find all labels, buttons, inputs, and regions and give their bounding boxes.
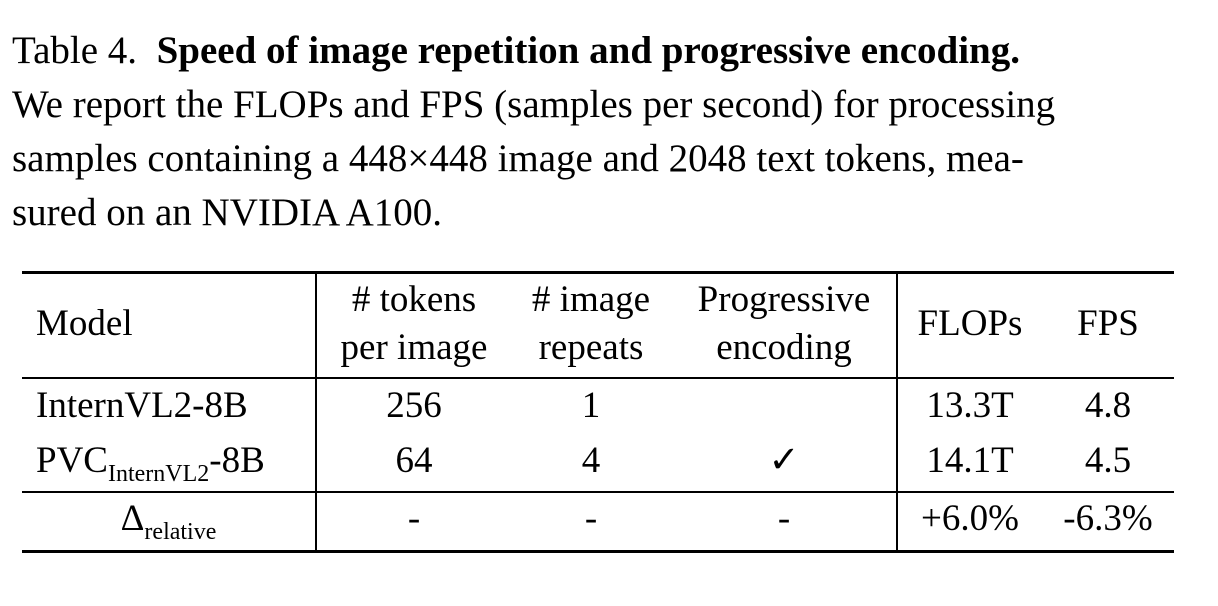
- header-progressive-line1: Progressive: [697, 279, 871, 320]
- row-repeats: 4: [581, 440, 601, 481]
- row-repeats: 1: [581, 385, 601, 426]
- header-fps: FPS: [1077, 303, 1139, 344]
- header-tokens-line2: per image: [340, 327, 488, 368]
- table-caption: Table 4. Speed of image repetition and p…: [12, 24, 1192, 240]
- row-tokens: 256: [386, 385, 442, 426]
- caption-line-2: We report the FLOPs and FPS (samples per…: [12, 83, 1056, 126]
- row-flops: +6.0%: [921, 498, 1019, 539]
- row-model-name: PVCInternVL2-8B: [36, 440, 265, 487]
- caption-line-4: sured on an NVIDIA A100.: [12, 191, 443, 234]
- results-table: Model # tokens per image # image repeats…: [22, 271, 1174, 555]
- caption-label: Table 4.: [12, 29, 138, 72]
- header-repeats-line2: repeats: [538, 327, 644, 368]
- row-tokens: -: [407, 498, 421, 539]
- bottom-rule: [22, 550, 1174, 553]
- delta-rule: [22, 491, 1174, 493]
- metrics-column-divider: [896, 271, 898, 553]
- row-flops: 14.1T: [926, 440, 1014, 481]
- header-flops: FLOPs: [917, 303, 1023, 344]
- model-column-divider: [315, 271, 317, 553]
- row-flops: 13.3T: [926, 385, 1014, 426]
- header-rule: [22, 377, 1174, 379]
- row-tokens: 64: [395, 440, 433, 481]
- row-progressive: -: [777, 498, 791, 539]
- caption-line-1: Table 4. Speed of image repetition and p…: [12, 24, 1192, 78]
- header-repeats-line1: # image: [531, 279, 651, 320]
- caption-title: Speed of image repetition and progressiv…: [156, 29, 1020, 72]
- caption-line-3: samples containing a 448×448 image and 2…: [12, 137, 1024, 180]
- row-fps: -6.3%: [1063, 498, 1153, 539]
- header-progressive-line2: encoding: [716, 327, 852, 368]
- top-rule: [22, 271, 1174, 274]
- header-tokens-line1: # tokens: [351, 279, 477, 320]
- header-model: Model: [36, 303, 133, 344]
- row-fps: 4.5: [1084, 440, 1132, 481]
- row-delta-label: Δrelative: [120, 498, 217, 545]
- row-fps: 4.8: [1084, 385, 1132, 426]
- row-progressive-checkmark: ✓: [768, 440, 800, 481]
- row-repeats: -: [584, 498, 598, 539]
- row-model-name: InternVL2-8B: [36, 385, 248, 426]
